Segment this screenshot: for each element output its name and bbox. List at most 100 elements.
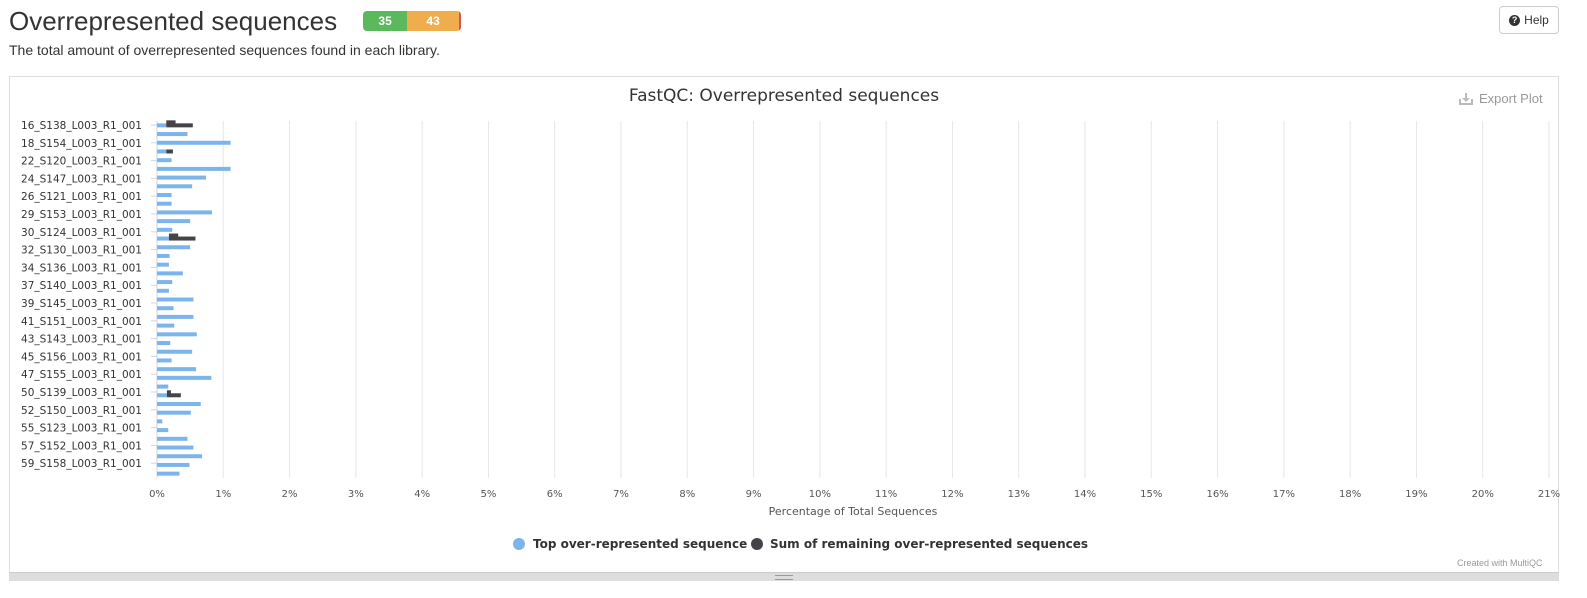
x-tick-label: 11%: [875, 489, 897, 500]
bar-top-sequence: [157, 149, 167, 154]
x-tick-label: 2%: [282, 489, 298, 500]
bar-top-sequence: [157, 158, 172, 163]
multiqc-credit: Created with MultiQC: [1457, 558, 1543, 568]
bar-top-sequence: [157, 436, 188, 441]
chart-title: FastQC: Overrepresented sequences: [629, 86, 939, 106]
x-tick-label: 8%: [679, 489, 695, 500]
page-title: Overrepresented sequences: [9, 6, 338, 36]
y-tick-label: 52_S150_L003_R1_001: [21, 405, 142, 417]
bar-top-sequence: [157, 367, 197, 372]
x-tick-label: 18%: [1339, 489, 1361, 500]
bar-remaining-sequences: [168, 233, 179, 238]
question-circle-icon: ?: [1509, 14, 1521, 26]
bar-top-sequence: [157, 428, 169, 433]
bar-remaining-sequences: [166, 149, 173, 154]
bar-remaining-sequences: [166, 390, 171, 395]
export-plot-label: Export Plot: [1479, 91, 1543, 106]
pass-count-badge[interactable]: 35: [363, 11, 408, 31]
bar-top-sequence: [157, 193, 172, 198]
x-tick-label: 1%: [215, 489, 231, 500]
bar-top-sequence: [157, 445, 194, 450]
section-header: Overrepresented sequences 35 43: [9, 4, 462, 38]
x-tick-label: 9%: [746, 489, 762, 500]
x-tick-label: 10%: [809, 489, 831, 500]
bar-top-sequence: [157, 132, 188, 137]
x-tick-label: 17%: [1273, 489, 1295, 500]
x-tick-label: 5%: [480, 489, 496, 500]
x-tick-label: 13%: [1008, 489, 1030, 500]
export-plot-button[interactable]: Export Plot: [1458, 91, 1543, 106]
bar-top-sequence: [157, 245, 191, 250]
x-tick-label: 6%: [547, 489, 563, 500]
y-tick-label: 59_S158_L003_R1_001: [21, 458, 142, 470]
y-tick-label: 16_S138_L003_R1_001: [21, 120, 142, 132]
legend-label-top-sequence: Top over-represented sequence: [533, 537, 747, 551]
bar-top-sequence: [157, 314, 194, 319]
y-tick-label: 50_S139_L003_R1_001: [21, 387, 142, 399]
bar-top-sequence: [157, 253, 170, 258]
bar-top-sequence: [157, 401, 201, 406]
bar-remaining-sequences: [166, 123, 193, 128]
bar-top-sequence: [157, 201, 172, 206]
bar-top-sequence: [157, 341, 171, 346]
bar-top-sequence: [157, 140, 231, 145]
bar-top-sequence: [157, 419, 163, 424]
plot-resize-handle[interactable]: [9, 572, 1559, 581]
y-tick-label: 29_S153_L003_R1_001: [21, 209, 142, 221]
bar-top-sequence: [157, 175, 207, 180]
bar-top-sequence: [157, 210, 213, 215]
bar-top-sequence: [157, 349, 193, 354]
help-button[interactable]: ? Help: [1499, 6, 1559, 34]
bar-top-sequence: [157, 236, 169, 241]
x-tick-label: 12%: [941, 489, 963, 500]
legend-marker-top-sequence: [513, 538, 525, 550]
y-tick-label: 30_S124_L003_R1_001: [21, 227, 142, 239]
bar-top-sequence: [157, 227, 173, 232]
y-tick-label: 47_S155_L003_R1_001: [21, 369, 142, 381]
bar-top-sequence: [157, 297, 194, 302]
y-tick-label: 55_S123_L003_R1_001: [21, 423, 142, 435]
status-badges[interactable]: 35 43: [363, 11, 462, 31]
y-tick-label: 24_S147_L003_R1_001: [21, 173, 142, 185]
x-tick-label: 21%: [1538, 489, 1560, 500]
bar-remaining-sequences: [166, 393, 181, 398]
x-tick-label: 20%: [1472, 489, 1494, 500]
y-tick-label: 26_S121_L003_R1_001: [21, 191, 142, 203]
bar-top-sequence: [157, 393, 167, 398]
bar-top-sequence: [157, 462, 190, 467]
bar-top-sequence: [157, 332, 197, 337]
x-tick-label: 0%: [149, 489, 165, 500]
x-tick-label: 4%: [414, 489, 430, 500]
bar-top-sequence: [157, 323, 175, 328]
bar-top-sequence: [157, 410, 191, 415]
y-tick-label: 43_S143_L003_R1_001: [21, 334, 142, 346]
x-tick-label: 7%: [613, 489, 629, 500]
bar-remaining-sequences: [168, 236, 196, 241]
warn-count-badge[interactable]: 43: [407, 11, 460, 31]
x-tick-label: 15%: [1140, 489, 1162, 500]
bar-top-sequence: [157, 271, 183, 276]
bar-top-sequence: [157, 219, 191, 224]
y-tick-label: 45_S156_L003_R1_001: [21, 351, 142, 363]
x-axis-label: Percentage of Total Sequences: [769, 505, 938, 518]
bar-top-sequence: [157, 166, 231, 171]
bar-remaining-sequences: [166, 120, 176, 125]
x-tick-label: 3%: [348, 489, 364, 500]
bar-top-sequence: [157, 306, 174, 311]
y-tick-label: 22_S120_L003_R1_001: [21, 156, 142, 168]
x-tick-label: 14%: [1074, 489, 1096, 500]
y-tick-label: 32_S130_L003_R1_001: [21, 245, 142, 257]
bar-top-sequence: [157, 384, 169, 389]
bar-top-sequence: [157, 471, 180, 476]
section-description: The total amount of overrepresented sequ…: [9, 42, 440, 58]
legend-label-remaining-sequences: Sum of remaining over-represented sequen…: [770, 537, 1088, 551]
fail-count-badge[interactable]: [459, 11, 462, 31]
y-tick-label: 39_S145_L003_R1_001: [21, 298, 142, 310]
download-icon: [1459, 92, 1473, 105]
y-tick-label: 57_S152_L003_R1_001: [21, 440, 142, 452]
bar-top-sequence: [157, 358, 172, 363]
y-tick-label: 41_S151_L003_R1_001: [21, 316, 142, 328]
bar-top-sequence: [157, 184, 193, 189]
bar-top-sequence: [157, 262, 169, 267]
